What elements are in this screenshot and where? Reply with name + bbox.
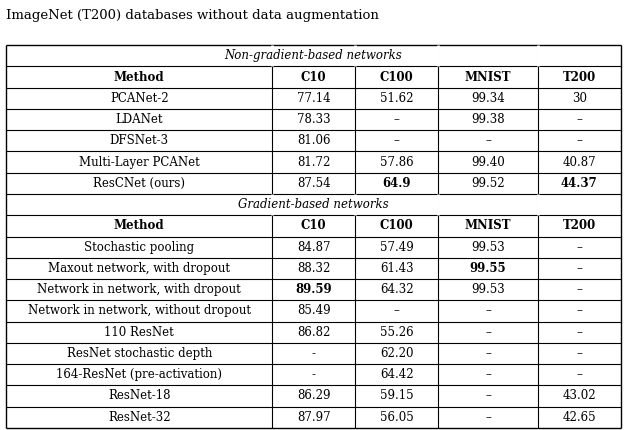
- Text: 43.02: 43.02: [563, 390, 596, 402]
- Text: 55.26: 55.26: [380, 326, 413, 339]
- Text: 42.65: 42.65: [563, 411, 596, 424]
- Text: Stochastic pooling: Stochastic pooling: [84, 241, 195, 254]
- Text: 87.97: 87.97: [297, 411, 330, 424]
- Text: 64.42: 64.42: [380, 368, 413, 381]
- Text: PCANet-2: PCANet-2: [110, 92, 168, 105]
- Text: -: -: [312, 368, 316, 381]
- Text: –: –: [576, 134, 582, 147]
- Text: Gradient-based networks: Gradient-based networks: [238, 198, 389, 211]
- Text: –: –: [485, 368, 491, 381]
- Text: –: –: [485, 304, 491, 317]
- Text: –: –: [485, 326, 491, 339]
- Text: –: –: [576, 347, 582, 360]
- Text: 99.53: 99.53: [471, 241, 505, 254]
- Text: Network in network, with dropout: Network in network, with dropout: [37, 283, 241, 296]
- Text: –: –: [394, 113, 400, 126]
- Text: 77.14: 77.14: [297, 92, 330, 105]
- Text: 59.15: 59.15: [380, 390, 413, 402]
- Text: 88.32: 88.32: [297, 262, 330, 275]
- Text: Network in network, without dropout: Network in network, without dropout: [28, 304, 251, 317]
- Text: T200: T200: [563, 71, 596, 83]
- Text: –: –: [485, 134, 491, 147]
- Text: C100: C100: [380, 71, 413, 83]
- Text: 30: 30: [572, 92, 587, 105]
- Text: 85.49: 85.49: [297, 304, 330, 317]
- Text: T200: T200: [563, 219, 596, 232]
- Text: 99.55: 99.55: [470, 262, 506, 275]
- Text: Method: Method: [114, 71, 164, 83]
- Text: 99.52: 99.52: [471, 177, 505, 190]
- Text: Multi-Layer PCANet: Multi-Layer PCANet: [79, 156, 200, 169]
- Text: Method: Method: [114, 219, 164, 232]
- Text: ResNet-32: ResNet-32: [108, 411, 170, 424]
- Text: –: –: [576, 283, 582, 296]
- Text: 164-ResNet (pre-activation): 164-ResNet (pre-activation): [56, 368, 222, 381]
- Text: –: –: [576, 262, 582, 275]
- Text: –: –: [576, 326, 582, 339]
- Text: 62.20: 62.20: [380, 347, 413, 360]
- Text: MNIST: MNIST: [465, 219, 511, 232]
- Text: 89.59: 89.59: [295, 283, 332, 296]
- Text: 64.32: 64.32: [380, 283, 413, 296]
- Text: ResCNet (ours): ResCNet (ours): [93, 177, 185, 190]
- Text: –: –: [394, 134, 400, 147]
- Text: –: –: [576, 241, 582, 254]
- Text: 86.29: 86.29: [297, 390, 330, 402]
- Text: 99.38: 99.38: [471, 113, 505, 126]
- Text: ResNet-18: ResNet-18: [108, 390, 170, 402]
- Text: –: –: [576, 113, 582, 126]
- Text: 110 ResNet: 110 ResNet: [104, 326, 174, 339]
- Text: LDANet: LDANet: [115, 113, 163, 126]
- Text: 81.72: 81.72: [297, 156, 330, 169]
- Text: C10: C10: [301, 219, 326, 232]
- Text: 51.62: 51.62: [380, 92, 413, 105]
- Text: 44.37: 44.37: [561, 177, 598, 190]
- Text: –: –: [485, 347, 491, 360]
- Text: 99.34: 99.34: [471, 92, 505, 105]
- Text: –: –: [576, 368, 582, 381]
- Text: 61.43: 61.43: [380, 262, 413, 275]
- Text: 57.86: 57.86: [380, 156, 413, 169]
- Text: –: –: [576, 304, 582, 317]
- Text: –: –: [485, 411, 491, 424]
- Text: –: –: [485, 390, 491, 402]
- Text: 56.05: 56.05: [380, 411, 413, 424]
- Text: 78.33: 78.33: [297, 113, 330, 126]
- Text: 57.49: 57.49: [380, 241, 413, 254]
- Text: ResNet stochastic depth: ResNet stochastic depth: [67, 347, 212, 360]
- Text: 99.40: 99.40: [471, 156, 505, 169]
- Text: 81.06: 81.06: [297, 134, 330, 147]
- Text: 64.9: 64.9: [383, 177, 411, 190]
- Text: DFSNet-3: DFSNet-3: [109, 134, 169, 147]
- Text: 84.87: 84.87: [297, 241, 330, 254]
- Text: 86.82: 86.82: [297, 326, 330, 339]
- Text: 99.53: 99.53: [471, 283, 505, 296]
- Text: -: -: [312, 347, 316, 360]
- Text: C100: C100: [380, 219, 413, 232]
- Text: C10: C10: [301, 71, 326, 83]
- Text: –: –: [394, 304, 400, 317]
- Text: Non-gradient-based networks: Non-gradient-based networks: [225, 49, 403, 62]
- Text: Maxout network, with dropout: Maxout network, with dropout: [48, 262, 230, 275]
- Text: 87.54: 87.54: [297, 177, 330, 190]
- Text: MNIST: MNIST: [465, 71, 511, 83]
- Text: 40.87: 40.87: [563, 156, 596, 169]
- Text: ImageNet (T200) databases without data augmentation: ImageNet (T200) databases without data a…: [6, 9, 380, 22]
